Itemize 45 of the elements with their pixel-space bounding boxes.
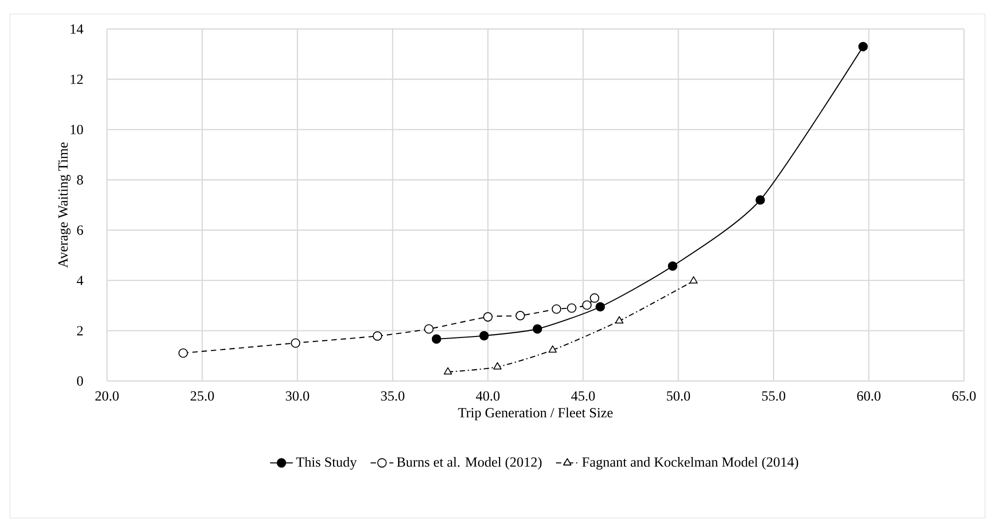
x-tick-label: 50.0 <box>666 391 690 401</box>
x-tick-label: 65.0 <box>952 391 976 401</box>
y-tick-label: 2 <box>77 326 83 336</box>
point <box>290 338 300 348</box>
x-tick-label: 20.0 <box>95 391 119 401</box>
legend-label: Fagnant and Kockelman Model (2014) <box>582 456 798 470</box>
point <box>548 345 557 353</box>
point <box>483 312 493 322</box>
point <box>582 300 592 310</box>
y-axis-title: Average Waiting Time <box>58 142 71 268</box>
point <box>178 348 188 358</box>
point <box>372 331 382 341</box>
point <box>516 310 525 320</box>
x-tick-label: 30.0 <box>286 391 310 401</box>
legend-label: Burns et al. Model (2012) <box>396 456 542 470</box>
x-tick-label: 60.0 <box>857 391 880 401</box>
point <box>479 331 489 340</box>
x-tick-label: 45.0 <box>571 391 595 401</box>
point <box>424 324 434 334</box>
point <box>444 367 452 375</box>
y-tick-label: 12 <box>70 74 83 84</box>
x-tick-label: 25.0 <box>190 391 214 401</box>
legend-label: This Study <box>296 456 357 470</box>
x-tick-label: 35.0 <box>381 391 404 401</box>
x-axis-title: Trip Generation / Fleet Size <box>458 408 613 420</box>
x-tick-label: 55.0 <box>762 391 786 401</box>
point <box>590 293 600 303</box>
point <box>596 302 605 312</box>
y-tick-label: 10 <box>70 124 83 134</box>
y-tick-label: 6 <box>77 225 84 235</box>
point <box>615 316 624 324</box>
point <box>756 195 765 205</box>
point <box>566 303 576 313</box>
y-tick-label: 14 <box>70 24 84 34</box>
point <box>668 261 678 271</box>
x-tick-label: 40.0 <box>476 391 500 401</box>
point <box>858 42 868 52</box>
y-tick-label: 0 <box>77 376 83 386</box>
point <box>532 324 542 334</box>
point <box>432 334 442 344</box>
y-tick-label: 4 <box>76 276 84 286</box>
y-tick-label: 8 <box>77 175 83 185</box>
point <box>493 362 502 370</box>
point <box>552 304 562 314</box>
point <box>689 276 698 284</box>
